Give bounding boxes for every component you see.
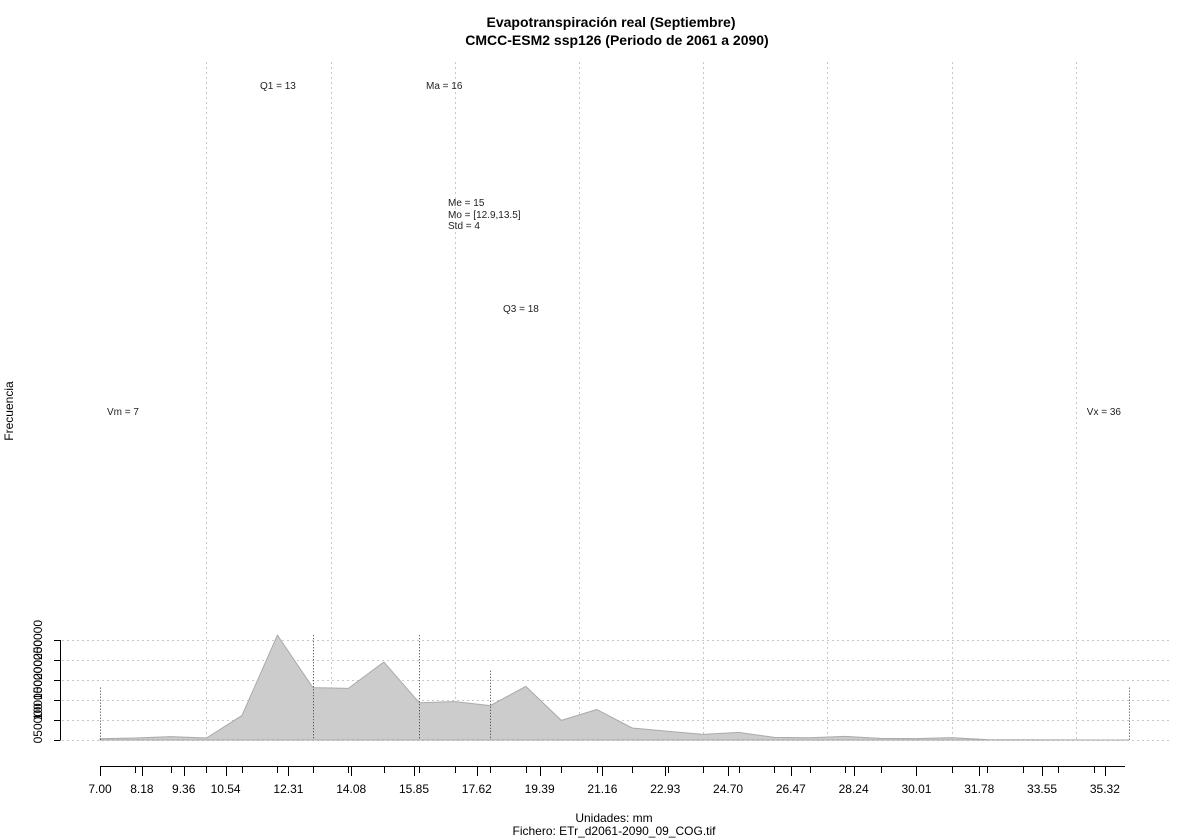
x-tick-label: 33.55 (1027, 782, 1057, 796)
tick-labels: 7.00 8.18 9.36 10.54 12.31 14.08 15.85 17.62 19.… (31, 620, 1120, 796)
x-tick-label: 31.78 (964, 782, 994, 796)
footer-filename: Fichero: ETr_d2061-2090_09_COG.tif (513, 824, 717, 838)
annotation-ma: Ma = 16 (426, 81, 463, 92)
x-tick-label: 26.47 (776, 782, 806, 796)
frequency-area (99, 634, 1129, 741)
x-tick-label: 17.62 (462, 782, 492, 796)
axes (54, 640, 1125, 776)
x-tick-label: 30.01 (901, 782, 931, 796)
annotation-std: Std = 4 (448, 221, 480, 232)
y-tick-label: 150000 (31, 660, 45, 700)
x-tick-label: 10.54 (211, 782, 241, 796)
annotation-q3: Q3 = 18 (503, 304, 539, 315)
annotation-me: Me = 15 (448, 198, 485, 209)
x-tick-label: 28.24 (839, 782, 869, 796)
marker-lines (100, 635, 1130, 740)
annotation-mo: Mo = [12.9,13.5] (448, 210, 521, 221)
annotation-q1: Q1 = 13 (260, 81, 296, 92)
y-axis-label: Frecuencia (2, 381, 16, 441)
y-tick-label: 50000 (31, 703, 45, 737)
x-tick-label: 15.85 (399, 782, 429, 796)
y-tick-label: 100000 (31, 680, 45, 720)
x-tick-label: 19.39 (525, 782, 555, 796)
x-tick-label: 8.18 (130, 782, 154, 796)
x-tick-label: 21.16 (587, 782, 617, 796)
x-tick-label: 22.93 (650, 782, 680, 796)
x-tick-label: 35.32 (1090, 782, 1120, 796)
y-tick-label: 0 (31, 736, 45, 743)
y-tick-label: 250000 (31, 620, 45, 660)
annotation-vm: Vm = 7 (107, 407, 139, 418)
x-tick-label: 14.08 (336, 782, 366, 796)
x-tick-label: 24.70 (713, 782, 743, 796)
chart-title: Evapotranspiración real (Septiembre) (487, 14, 736, 30)
annotation-vx: Vx = 36 (1087, 407, 1122, 418)
x-tick-label: 12.31 (273, 782, 303, 796)
x-tick-label: 9.36 (172, 782, 196, 796)
x-axis-label: Unidades: mm (575, 811, 652, 825)
grid (62, 62, 1170, 742)
x-tick-label: 7.00 (88, 782, 112, 796)
chart-subtitle: CMCC-ESM2 ssp126 (Periodo de 2061 a 2090… (465, 32, 768, 48)
y-tick-label: 200000 (31, 640, 45, 680)
